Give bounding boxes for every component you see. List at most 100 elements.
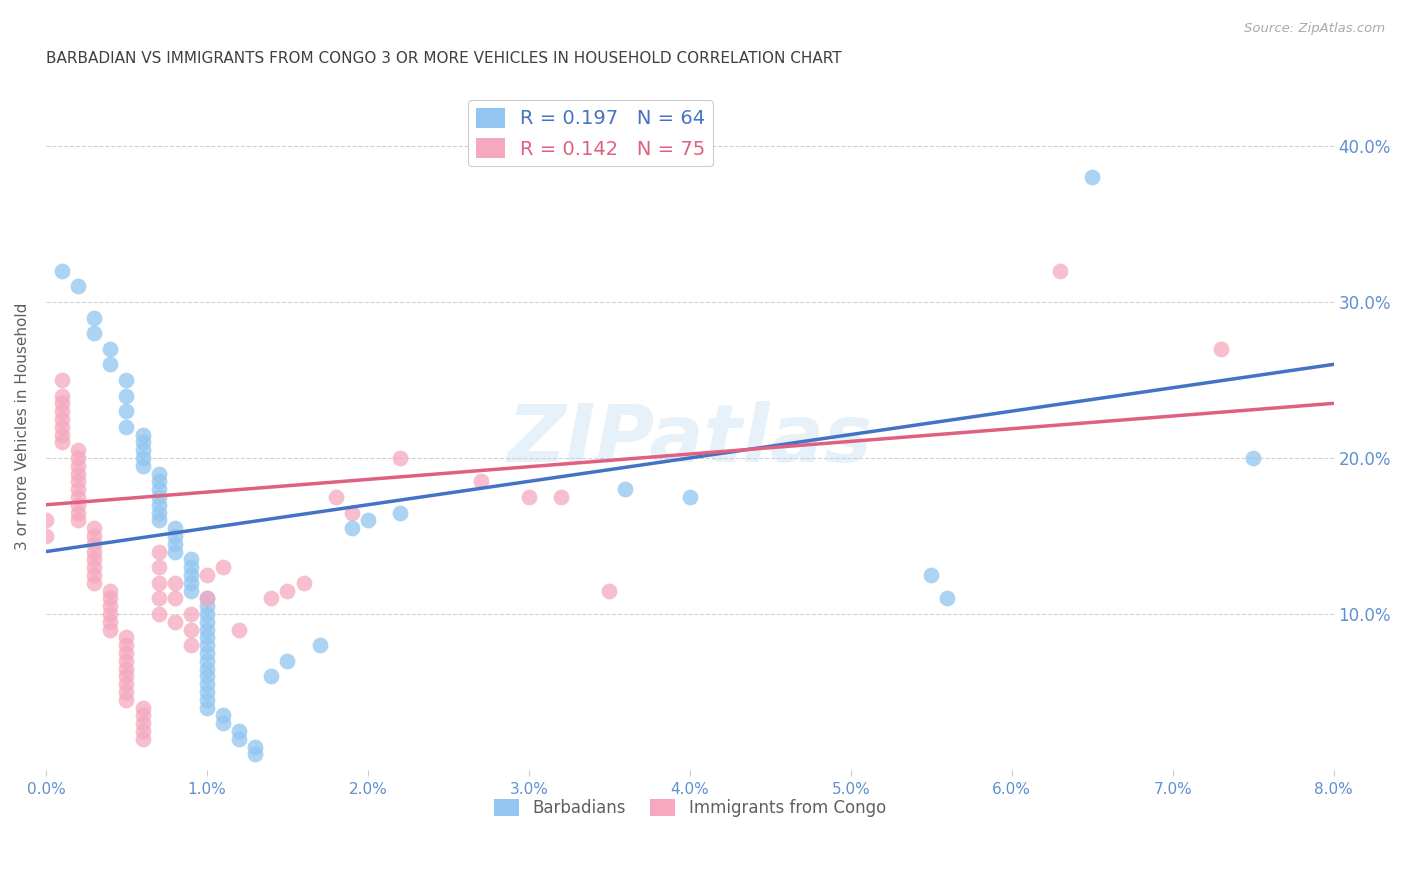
- Point: [83, 310, 105, 325]
- Point: [195, 700, 218, 714]
- Point: [180, 560, 202, 574]
- Point: [195, 599, 218, 614]
- Point: [67, 482, 90, 496]
- Y-axis label: 3 or more Vehicles in Household: 3 or more Vehicles in Household: [15, 303, 30, 550]
- Point: [83, 521, 105, 535]
- Point: [131, 700, 153, 714]
- Point: [35, 529, 58, 543]
- Point: [180, 575, 202, 590]
- Point: [51, 373, 73, 387]
- Point: [195, 568, 218, 582]
- Point: [131, 731, 153, 746]
- Point: [51, 404, 73, 418]
- Point: [163, 615, 186, 629]
- Point: [131, 708, 153, 723]
- Point: [98, 599, 121, 614]
- Point: [83, 575, 105, 590]
- Point: [115, 677, 138, 691]
- Point: [51, 435, 73, 450]
- Point: [83, 552, 105, 566]
- Point: [115, 662, 138, 676]
- Point: [148, 482, 170, 496]
- Point: [292, 575, 315, 590]
- Point: [131, 716, 153, 731]
- Point: [228, 623, 250, 637]
- Point: [180, 583, 202, 598]
- Point: [131, 450, 153, 465]
- Point: [51, 396, 73, 410]
- Point: [163, 544, 186, 558]
- Point: [260, 591, 283, 606]
- Point: [163, 529, 186, 543]
- Point: [115, 685, 138, 699]
- Point: [245, 739, 267, 754]
- Point: [679, 490, 702, 504]
- Point: [115, 631, 138, 645]
- Point: [67, 458, 90, 473]
- Point: [83, 560, 105, 574]
- Point: [163, 537, 186, 551]
- Point: [180, 552, 202, 566]
- Point: [920, 568, 942, 582]
- Legend: Barbadians, Immigrants from Congo: Barbadians, Immigrants from Congo: [486, 792, 893, 823]
- Point: [115, 669, 138, 683]
- Point: [180, 638, 202, 652]
- Point: [276, 654, 298, 668]
- Text: ZIPatlas: ZIPatlas: [508, 401, 872, 480]
- Point: [550, 490, 572, 504]
- Point: [245, 747, 267, 762]
- Point: [148, 467, 170, 481]
- Point: [1081, 170, 1104, 185]
- Point: [83, 326, 105, 340]
- Point: [325, 490, 347, 504]
- Point: [195, 654, 218, 668]
- Point: [195, 646, 218, 660]
- Point: [195, 591, 218, 606]
- Point: [115, 404, 138, 418]
- Text: BARBADIAN VS IMMIGRANTS FROM CONGO 3 OR MORE VEHICLES IN HOUSEHOLD CORRELATION C: BARBADIAN VS IMMIGRANTS FROM CONGO 3 OR …: [46, 51, 842, 66]
- Point: [195, 677, 218, 691]
- Point: [212, 560, 235, 574]
- Point: [148, 575, 170, 590]
- Point: [614, 482, 637, 496]
- Point: [51, 388, 73, 402]
- Point: [115, 654, 138, 668]
- Point: [148, 513, 170, 527]
- Point: [148, 475, 170, 489]
- Point: [67, 450, 90, 465]
- Point: [51, 427, 73, 442]
- Point: [180, 607, 202, 621]
- Point: [308, 638, 330, 652]
- Point: [67, 467, 90, 481]
- Point: [1241, 450, 1264, 465]
- Point: [148, 498, 170, 512]
- Point: [195, 693, 218, 707]
- Point: [51, 419, 73, 434]
- Point: [1209, 342, 1232, 356]
- Point: [67, 506, 90, 520]
- Point: [148, 591, 170, 606]
- Point: [131, 458, 153, 473]
- Point: [148, 490, 170, 504]
- Point: [83, 568, 105, 582]
- Point: [340, 506, 363, 520]
- Point: [148, 560, 170, 574]
- Point: [51, 412, 73, 426]
- Point: [212, 708, 235, 723]
- Point: [115, 646, 138, 660]
- Point: [163, 575, 186, 590]
- Point: [83, 529, 105, 543]
- Point: [163, 521, 186, 535]
- Point: [389, 450, 412, 465]
- Point: [260, 669, 283, 683]
- Point: [389, 506, 412, 520]
- Point: [228, 731, 250, 746]
- Point: [67, 513, 90, 527]
- Point: [148, 607, 170, 621]
- Point: [195, 669, 218, 683]
- Point: [195, 591, 218, 606]
- Text: Source: ZipAtlas.com: Source: ZipAtlas.com: [1244, 22, 1385, 36]
- Point: [35, 513, 58, 527]
- Point: [470, 475, 492, 489]
- Point: [148, 544, 170, 558]
